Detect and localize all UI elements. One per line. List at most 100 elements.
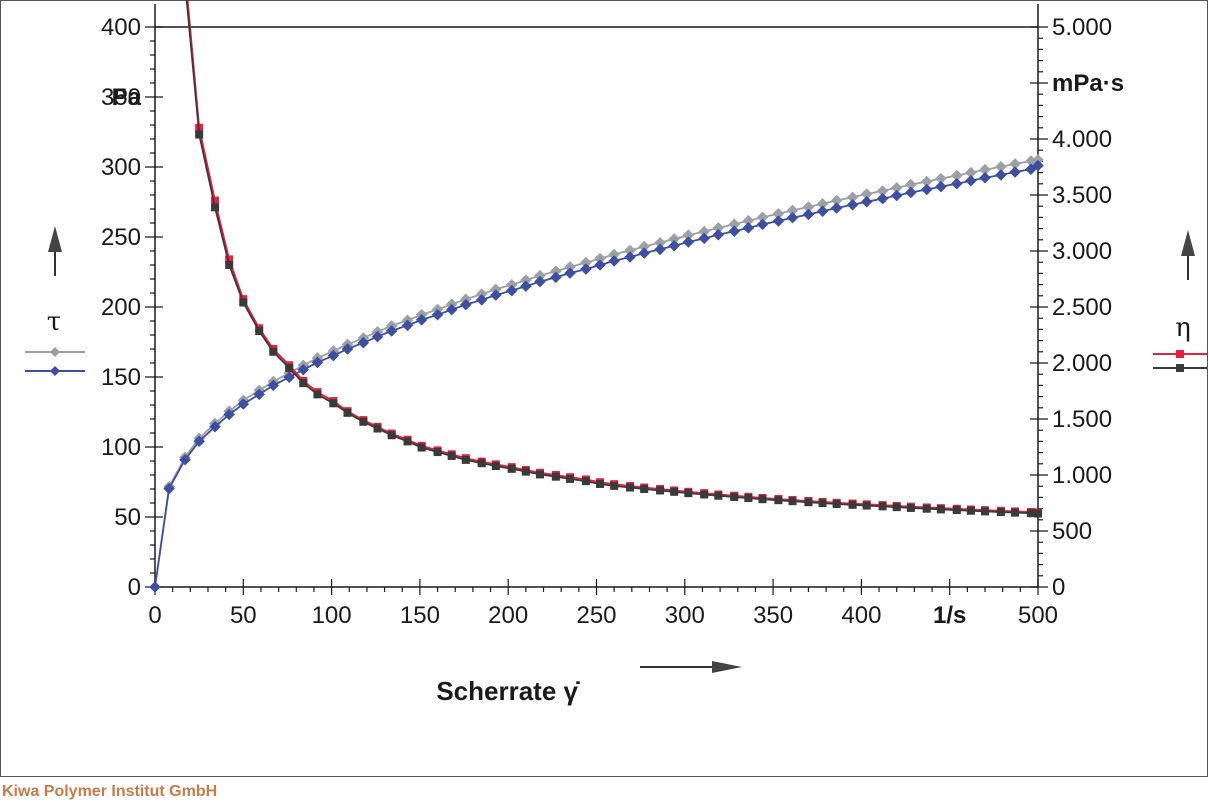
data-point	[521, 467, 530, 476]
data-point	[564, 267, 576, 279]
left-y-tick-label: 100	[101, 434, 141, 461]
data-point	[788, 497, 797, 506]
legend-eta-series-1-marker	[1176, 350, 1184, 358]
data-point	[491, 462, 500, 471]
data-point	[996, 508, 1005, 517]
data-point	[965, 174, 977, 187]
x-tick-label: 400	[841, 602, 881, 629]
eta-series-2	[185, 0, 1042, 518]
data-point	[904, 186, 917, 199]
data-point	[445, 303, 458, 316]
data-point	[299, 379, 308, 388]
data-point	[774, 496, 783, 505]
data-point	[211, 203, 220, 212]
data-point	[373, 424, 382, 433]
data-point	[700, 490, 709, 499]
x-tick-label: 0	[148, 602, 161, 629]
data-point	[253, 388, 266, 401]
data-point	[654, 243, 666, 256]
data-point	[433, 448, 442, 457]
left-y-tick-label: 200	[101, 294, 141, 321]
data-point	[387, 431, 396, 440]
data-point	[225, 255, 234, 264]
right-y-tick-label: 0	[1052, 574, 1065, 601]
data-point	[343, 408, 352, 417]
data-point	[415, 314, 428, 326]
right-y-tick-label: 2.500	[1052, 294, 1112, 321]
data-point	[179, 453, 191, 466]
data-point	[830, 202, 843, 214]
data-point	[1032, 159, 1044, 172]
axes-layer	[0, 0, 1208, 777]
left-y-tick-label: 250	[101, 224, 141, 251]
data-point	[269, 347, 278, 356]
data-point	[862, 501, 871, 510]
left-y-tick-label: 300	[101, 154, 141, 181]
data-point	[922, 504, 931, 513]
data-point	[477, 459, 486, 468]
right-y-tick-label: 5.000	[1052, 14, 1112, 41]
legend-eta-series-2-marker	[1176, 364, 1184, 372]
data-point	[297, 363, 310, 376]
data-point	[966, 506, 975, 515]
data-point	[403, 437, 412, 446]
data-point	[936, 505, 945, 514]
x-tick-label: 250	[576, 602, 616, 629]
data-point	[505, 284, 518, 297]
data-point	[594, 259, 606, 271]
x-tick-label: 350	[753, 602, 793, 629]
left-axis-symbol: τ	[47, 307, 61, 337]
legend-tau-series-1-marker	[50, 347, 60, 357]
data-point	[626, 483, 635, 492]
right-axis-symbol: η	[1175, 313, 1191, 343]
data-point	[401, 319, 414, 332]
data-point	[950, 177, 963, 190]
data-point	[596, 479, 605, 488]
data-point	[285, 364, 294, 373]
right-y-tick-label: 3.000	[1052, 238, 1112, 265]
data-point	[758, 495, 767, 504]
x-tick-label: 150	[400, 602, 440, 629]
left-y-tick-label: 400	[101, 14, 141, 41]
data-point	[624, 251, 636, 263]
data-point	[1009, 166, 1021, 178]
data-point	[656, 486, 665, 495]
data-point	[225, 261, 234, 269]
data-point	[995, 169, 1007, 181]
left-axis-arrow-head	[48, 226, 62, 252]
x-tick-label: 500	[1018, 602, 1058, 629]
data-point	[371, 330, 384, 343]
data-point	[920, 183, 933, 196]
data-point	[327, 349, 340, 362]
data-point	[892, 503, 901, 512]
left-y-tick-label: 0	[128, 574, 141, 601]
data-point	[209, 420, 221, 433]
data-point	[730, 492, 739, 501]
outer-frame	[0, 0, 1208, 777]
data-point	[163, 482, 175, 495]
x-tick-label: 300	[665, 602, 705, 629]
data-point	[313, 390, 322, 399]
data-point	[846, 198, 859, 211]
data-point	[744, 494, 753, 503]
data-point	[682, 236, 695, 248]
data-point	[550, 271, 562, 284]
x-axis-arrow-head	[712, 661, 742, 673]
right-y-unit-label: mPa·s	[1052, 70, 1124, 97]
data-point	[329, 399, 338, 408]
data-point	[311, 356, 324, 369]
data-point	[952, 506, 961, 515]
x-unit-label: 1/s	[933, 602, 966, 629]
series-layer	[149, 0, 1044, 593]
data-point	[906, 503, 915, 512]
data-point	[981, 507, 990, 516]
data-point	[255, 327, 264, 336]
tau-series-1	[149, 154, 1044, 593]
data-point	[802, 208, 815, 221]
data-point	[878, 502, 887, 511]
data-point	[535, 470, 544, 479]
data-point	[359, 417, 368, 426]
data-point	[714, 491, 723, 500]
right-y-tick-label: 3.500	[1052, 182, 1112, 209]
